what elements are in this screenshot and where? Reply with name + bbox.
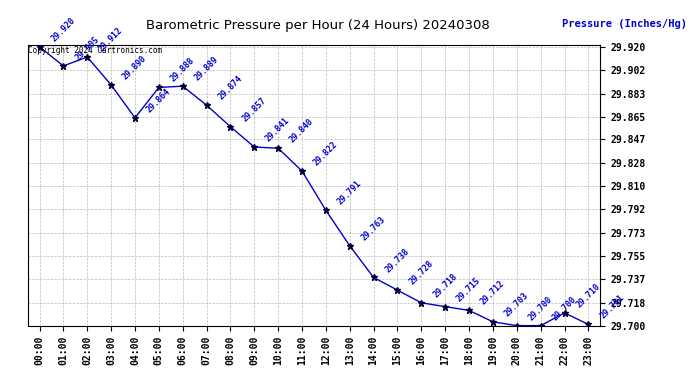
Text: 29.889: 29.889 — [193, 55, 220, 82]
Text: 29.864: 29.864 — [145, 87, 172, 114]
Text: 29.710: 29.710 — [574, 282, 602, 309]
Text: Pressure (Inches/Hg): Pressure (Inches/Hg) — [562, 19, 687, 29]
Text: 29.791: 29.791 — [335, 179, 363, 207]
Text: 29.874: 29.874 — [216, 74, 244, 102]
Text: 29.912: 29.912 — [97, 26, 125, 54]
Text: 29.700: 29.700 — [551, 294, 578, 322]
Text: 29.841: 29.841 — [264, 116, 292, 143]
Text: Barometric Pressure per Hour (24 Hours) 20240308: Barometric Pressure per Hour (24 Hours) … — [146, 19, 489, 32]
Text: 29.700: 29.700 — [526, 294, 554, 322]
Text: 29.728: 29.728 — [407, 259, 435, 286]
Text: 29.840: 29.840 — [288, 117, 315, 145]
Text: 29.920: 29.920 — [49, 16, 77, 44]
Text: 29.715: 29.715 — [455, 276, 482, 303]
Text: 29.712: 29.712 — [479, 279, 506, 307]
Text: 29.905: 29.905 — [73, 35, 101, 62]
Text: 29.718: 29.718 — [431, 272, 459, 299]
Text: 29.890: 29.890 — [121, 54, 148, 81]
Text: Copyright 2024 Cartronics.com: Copyright 2024 Cartronics.com — [28, 46, 162, 56]
Text: 29.701: 29.701 — [598, 293, 626, 321]
Text: 29.738: 29.738 — [384, 246, 411, 274]
Text: 29.822: 29.822 — [312, 140, 339, 168]
Text: 29.888: 29.888 — [168, 56, 196, 84]
Text: 29.857: 29.857 — [240, 96, 268, 123]
Text: 29.703: 29.703 — [502, 291, 530, 318]
Text: 29.763: 29.763 — [359, 214, 387, 242]
